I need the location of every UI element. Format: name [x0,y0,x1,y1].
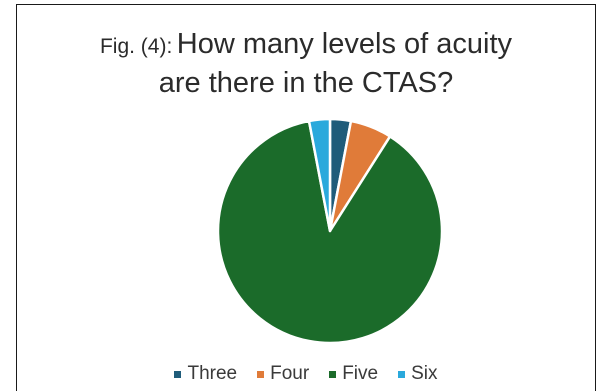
legend-swatch-five [329,370,337,378]
legend-item-five: Five [329,363,378,385]
pie-slice-six [307,117,332,233]
pie-chart [216,117,444,345]
title-line-1: How many levels of acuity [176,28,513,60]
legend-item-three: Three [174,363,237,385]
legend-swatch-four [257,370,265,378]
title-line-2: are there in the CTAS? [158,67,454,99]
legend-item-six: Six [398,363,438,385]
legend-label-four: Four [270,363,310,384]
legend-item-four: Four [257,363,309,385]
chart-legend: Three Four Five Six [17,363,595,385]
chart-frame: Fig. (4): How many levels of acuity are … [16,4,596,391]
legend-label-six: Six [411,363,438,384]
legend-swatch-three [174,370,182,378]
legend-swatch-six [398,370,406,378]
figure-label: Fig. (4): [99,35,173,58]
legend-label-five: Five [342,363,379,384]
chart-title: Fig. (4): How many levels of acuity are … [17,27,595,101]
legend-label-three: Three [187,363,238,384]
